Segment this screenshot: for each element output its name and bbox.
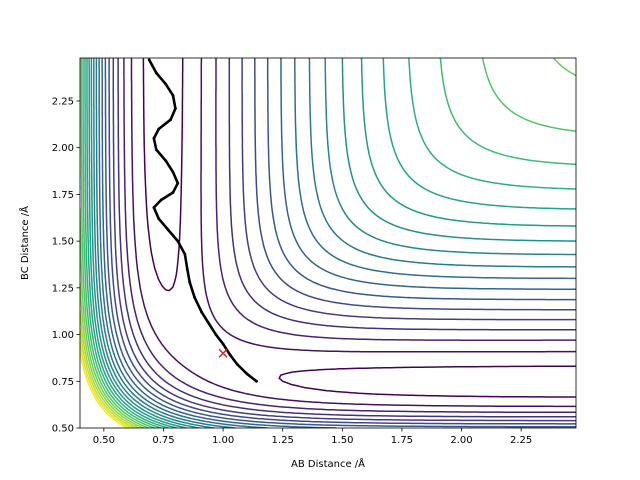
contour-line — [80, 58, 576, 428]
trajectory-point — [171, 94, 175, 97]
contour-line — [104, 58, 576, 428]
trajectory-point — [193, 295, 196, 299]
contour-line — [82, 58, 576, 428]
trajectory-point — [245, 372, 249, 376]
trajectory-point — [171, 191, 175, 194]
trajectory-point — [176, 239, 180, 243]
contour-line — [80, 350, 128, 428]
trajectory-path — [147, 58, 258, 383]
plot-frame — [79, 57, 577, 429]
contour-line — [80, 281, 145, 428]
trajectory-point — [207, 322, 211, 325]
x-tick-label: 0.50 — [93, 435, 115, 446]
trajectory-point — [154, 71, 158, 75]
trajectory-point — [152, 137, 156, 140]
contour-line — [80, 340, 132, 428]
trajectory-point — [228, 353, 232, 357]
x-tick-label: 0.75 — [152, 435, 174, 446]
y-tick-label: 1.75 — [52, 190, 74, 201]
trajectory-point — [176, 181, 180, 185]
y-tick-label: 2.00 — [52, 143, 74, 154]
y-tick-label: 0.50 — [52, 424, 74, 435]
trajectory-point — [159, 198, 163, 202]
contour-line — [142, 58, 576, 398]
y-axis-ticks: 0.50 0.75 1.00 1.25 1.50 1.75 2.00 2.25 — [52, 96, 80, 435]
transition-state-marker — [218, 348, 228, 358]
trajectory-point — [255, 379, 258, 383]
trajectory-point — [154, 148, 158, 152]
contour-line — [95, 58, 576, 428]
contour-line — [123, 58, 576, 414]
contour-line — [80, 58, 576, 428]
x-tick-label: 1.00 — [212, 435, 234, 446]
contour-lines — [80, 58, 576, 428]
contour-line — [88, 58, 576, 428]
contour-line — [101, 58, 576, 428]
x-tick-label: 2.00 — [450, 435, 472, 446]
y-tick-label: 0.75 — [52, 377, 74, 388]
y-axis-label: BC Distance /Å — [18, 206, 31, 280]
y-tick-label: 1.25 — [52, 283, 74, 294]
trajectory-point — [200, 310, 204, 314]
contour-line — [80, 327, 136, 428]
trajectory-point — [157, 217, 161, 221]
contour-line — [86, 58, 576, 428]
x-axis-label: AB Distance /Å — [291, 457, 365, 470]
contour-line — [93, 58, 576, 428]
contour-line — [108, 58, 576, 425]
contour-line — [80, 309, 140, 428]
trajectory-point — [169, 118, 173, 122]
trajectory-point — [166, 228, 170, 232]
trajectory-point — [147, 58, 151, 62]
contour-line — [98, 58, 576, 428]
y-tick-label: 1.00 — [52, 330, 74, 341]
x-tick-label: 1.25 — [272, 435, 294, 446]
trajectory-point — [214, 333, 218, 336]
trajectory-point — [188, 280, 192, 284]
trajectory-point — [164, 159, 168, 163]
contour-line — [84, 58, 576, 428]
trajectory-point — [164, 82, 168, 86]
trajectory-point — [221, 342, 225, 346]
trajectory-point — [185, 267, 189, 271]
y-tick-label: 2.25 — [52, 96, 74, 107]
contour-line — [90, 58, 576, 428]
trajectory-point — [157, 127, 161, 131]
x-tick-label: 2.25 — [510, 435, 532, 446]
trajectory-point — [236, 363, 239, 366]
trajectory-point — [183, 252, 187, 256]
trajectory-point — [152, 206, 156, 209]
contour-line — [117, 58, 576, 418]
trajectory-point — [171, 170, 175, 174]
contour-line — [130, 58, 576, 408]
contour-line — [112, 58, 576, 422]
y-tick-label: 1.50 — [52, 237, 74, 248]
x-tick-label: 1.50 — [331, 435, 353, 446]
trajectory-point — [174, 107, 177, 110]
trajectory-line — [147, 58, 258, 383]
x-tick-label: 1.75 — [391, 435, 413, 446]
x-marker — [218, 348, 228, 358]
x-axis-ticks: 0.50 0.75 1.00 1.25 1.50 1.75 2.00 2.25 — [93, 428, 532, 446]
